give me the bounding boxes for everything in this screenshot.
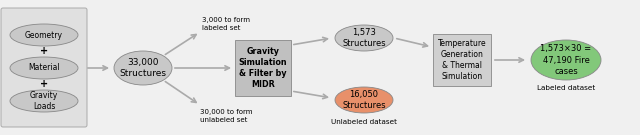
Text: Gravity
Loads: Gravity Loads bbox=[30, 91, 58, 111]
FancyBboxPatch shape bbox=[433, 34, 491, 86]
Text: 3,000 to form
labeled set: 3,000 to form labeled set bbox=[202, 17, 250, 31]
Ellipse shape bbox=[10, 57, 78, 79]
Text: Material: Material bbox=[28, 63, 60, 72]
Text: 1,573×30 =
47,190 Fire
cases: 1,573×30 = 47,190 Fire cases bbox=[540, 44, 591, 76]
Text: 16,050
Structures: 16,050 Structures bbox=[342, 90, 386, 110]
Text: Temperature
Generation
& Thermal
Simulation: Temperature Generation & Thermal Simulat… bbox=[438, 39, 486, 81]
Ellipse shape bbox=[10, 24, 78, 46]
Ellipse shape bbox=[10, 90, 78, 112]
Text: Unlabeled dataset: Unlabeled dataset bbox=[331, 119, 397, 125]
Ellipse shape bbox=[114, 51, 172, 85]
Ellipse shape bbox=[335, 25, 393, 51]
Text: +: + bbox=[40, 79, 48, 89]
Text: 1,573
Structures: 1,573 Structures bbox=[342, 28, 386, 48]
Text: Geometry: Geometry bbox=[25, 31, 63, 40]
Text: +: + bbox=[40, 46, 48, 56]
FancyBboxPatch shape bbox=[1, 8, 87, 127]
Text: Gravity
Simulation
& Filter by
MIDR: Gravity Simulation & Filter by MIDR bbox=[239, 47, 287, 89]
Text: Labeled dataset: Labeled dataset bbox=[537, 85, 595, 91]
Text: 33,000
Structures: 33,000 Structures bbox=[120, 58, 166, 78]
Text: 30,000 to form
unlabeled set: 30,000 to form unlabeled set bbox=[200, 109, 253, 122]
FancyBboxPatch shape bbox=[235, 40, 291, 96]
Ellipse shape bbox=[531, 40, 601, 80]
Ellipse shape bbox=[335, 87, 393, 113]
